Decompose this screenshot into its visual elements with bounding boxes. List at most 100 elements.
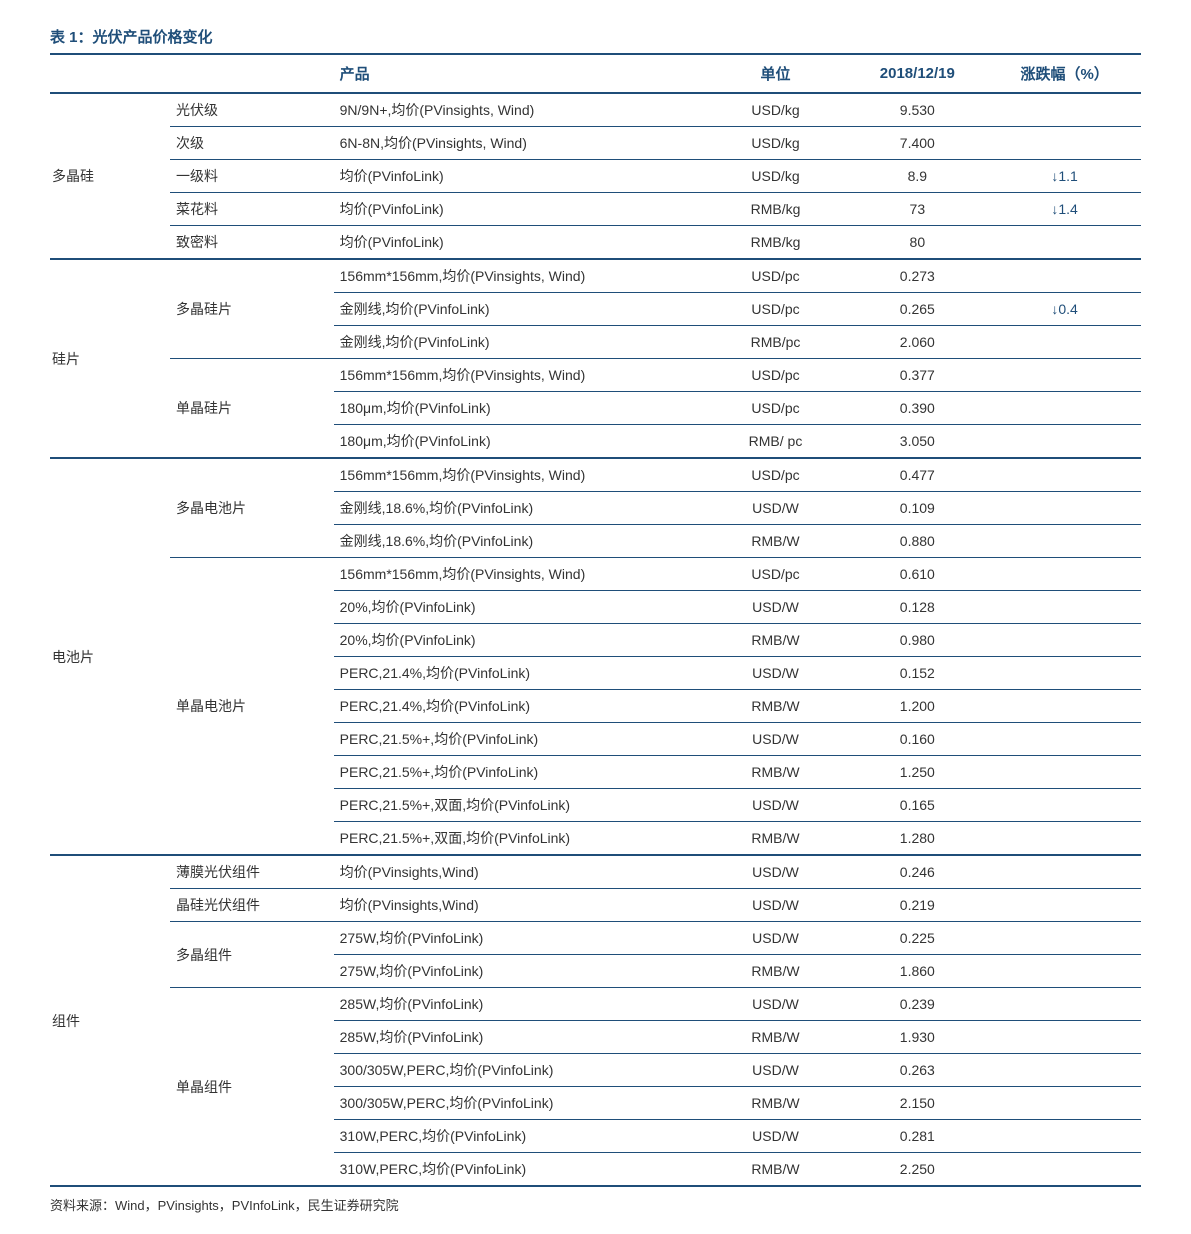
subgroup-cell: 致密料 [170,226,334,260]
change-cell [988,326,1141,359]
unit-cell: USD/W [705,657,847,690]
unit-cell: USD/W [705,789,847,822]
change-cell [988,988,1141,1021]
product-cell: 300/305W,PERC,均价(PVinfoLink) [334,1054,705,1087]
change-cell [988,127,1141,160]
unit-cell: USD/kg [705,93,847,127]
product-cell: PERC,21.5%+,双面,均价(PVinfoLink) [334,822,705,856]
price-cell: 0.152 [846,657,988,690]
price-cell: 2.060 [846,326,988,359]
product-cell: 300/305W,PERC,均价(PVinfoLink) [334,1087,705,1120]
unit-cell: RMB/W [705,624,847,657]
change-cell [988,1120,1141,1153]
change-cell [988,690,1141,723]
change-cell [988,1153,1141,1187]
product-cell: 金刚线,均价(PVinfoLink) [334,326,705,359]
product-cell: 285W,均价(PVinfoLink) [334,988,705,1021]
unit-cell: RMB/W [705,690,847,723]
subgroup-cell: 晶硅光伏组件 [170,889,334,922]
unit-cell: RMB/kg [705,193,847,226]
product-cell: 180μm,均价(PVinfoLink) [334,392,705,425]
product-cell: 均价(PVinfoLink) [334,226,705,260]
subgroup-cell: 多晶硅片 [170,259,334,359]
unit-cell: USD/W [705,855,847,889]
change-cell: ↓1.1 [988,160,1141,193]
header-date: 2018/12/19 [846,55,988,93]
price-cell: 0.246 [846,855,988,889]
change-cell [988,591,1141,624]
product-cell: 156mm*156mm,均价(PVinsights, Wind) [334,458,705,492]
change-cell [988,624,1141,657]
unit-cell: USD/W [705,988,847,1021]
subgroup-cell: 一级料 [170,160,334,193]
price-cell: 0.610 [846,558,988,591]
price-cell: 8.9 [846,160,988,193]
unit-cell: RMB/W [705,955,847,988]
unit-cell: USD/kg [705,160,847,193]
product-cell: PERC,21.5%+,双面,均价(PVinfoLink) [334,789,705,822]
unit-cell: USD/W [705,723,847,756]
price-cell: 3.050 [846,425,988,459]
unit-cell: USD/pc [705,359,847,392]
change-cell [988,922,1141,955]
product-cell: 275W,均价(PVinfoLink) [334,922,705,955]
subgroup-cell: 多晶组件 [170,922,334,988]
price-cell: 0.109 [846,492,988,525]
product-cell: 20%,均价(PVinfoLink) [334,624,705,657]
change-cell [988,226,1141,260]
unit-cell: USD/W [705,492,847,525]
product-cell: PERC,21.4%,均价(PVinfoLink) [334,657,705,690]
product-cell: PERC,21.5%+,均价(PVinfoLink) [334,756,705,789]
change-cell [988,525,1141,558]
change-cell [988,822,1141,856]
unit-cell: USD/W [705,1054,847,1087]
unit-cell: USD/kg [705,127,847,160]
unit-cell: USD/W [705,1120,847,1153]
change-cell [988,855,1141,889]
product-cell: 金刚线,18.6%,均价(PVinfoLink) [334,492,705,525]
price-cell: 0.980 [846,624,988,657]
price-cell: 1.280 [846,822,988,856]
change-cell [988,259,1141,293]
header-product: 产品 [334,55,705,93]
price-cell: 2.250 [846,1153,988,1187]
price-cell: 0.160 [846,723,988,756]
change-cell [988,657,1141,690]
price-table: 产品 单位 2018/12/19 涨跌幅（%） 多晶硅光伏级9N/9N+,均价(… [50,55,1141,1187]
price-cell: 0.263 [846,1054,988,1087]
category-cell: 组件 [50,855,170,1186]
subgroup-cell: 单晶硅片 [170,359,334,459]
change-cell [988,558,1141,591]
change-cell: ↓1.4 [988,193,1141,226]
unit-cell: USD/pc [705,259,847,293]
price-cell: 0.477 [846,458,988,492]
price-cell: 0.880 [846,525,988,558]
price-cell: 1.200 [846,690,988,723]
subgroup-cell: 多晶电池片 [170,458,334,558]
product-cell: 285W,均价(PVinfoLink) [334,1021,705,1054]
price-cell: 0.281 [846,1120,988,1153]
unit-cell: USD/W [705,922,847,955]
unit-cell: USD/pc [705,392,847,425]
price-cell: 80 [846,226,988,260]
unit-cell: RMB/ pc [705,425,847,459]
change-cell [988,392,1141,425]
product-cell: 310W,PERC,均价(PVinfoLink) [334,1153,705,1187]
price-cell: 0.219 [846,889,988,922]
product-cell: PERC,21.5%+,均价(PVinfoLink) [334,723,705,756]
price-cell: 0.128 [846,591,988,624]
product-cell: 275W,均价(PVinfoLink) [334,955,705,988]
price-cell: 0.390 [846,392,988,425]
product-cell: 均价(PVinfoLink) [334,160,705,193]
unit-cell: USD/pc [705,558,847,591]
unit-cell: RMB/W [705,1087,847,1120]
change-cell [988,1087,1141,1120]
unit-cell: USD/W [705,889,847,922]
product-cell: 20%,均价(PVinfoLink) [334,591,705,624]
header-blank1 [50,55,170,93]
change-cell [988,789,1141,822]
change-cell [988,93,1141,127]
subgroup-cell: 单晶电池片 [170,558,334,856]
product-cell: 金刚线,18.6%,均价(PVinfoLink) [334,525,705,558]
unit-cell: RMB/W [705,1021,847,1054]
